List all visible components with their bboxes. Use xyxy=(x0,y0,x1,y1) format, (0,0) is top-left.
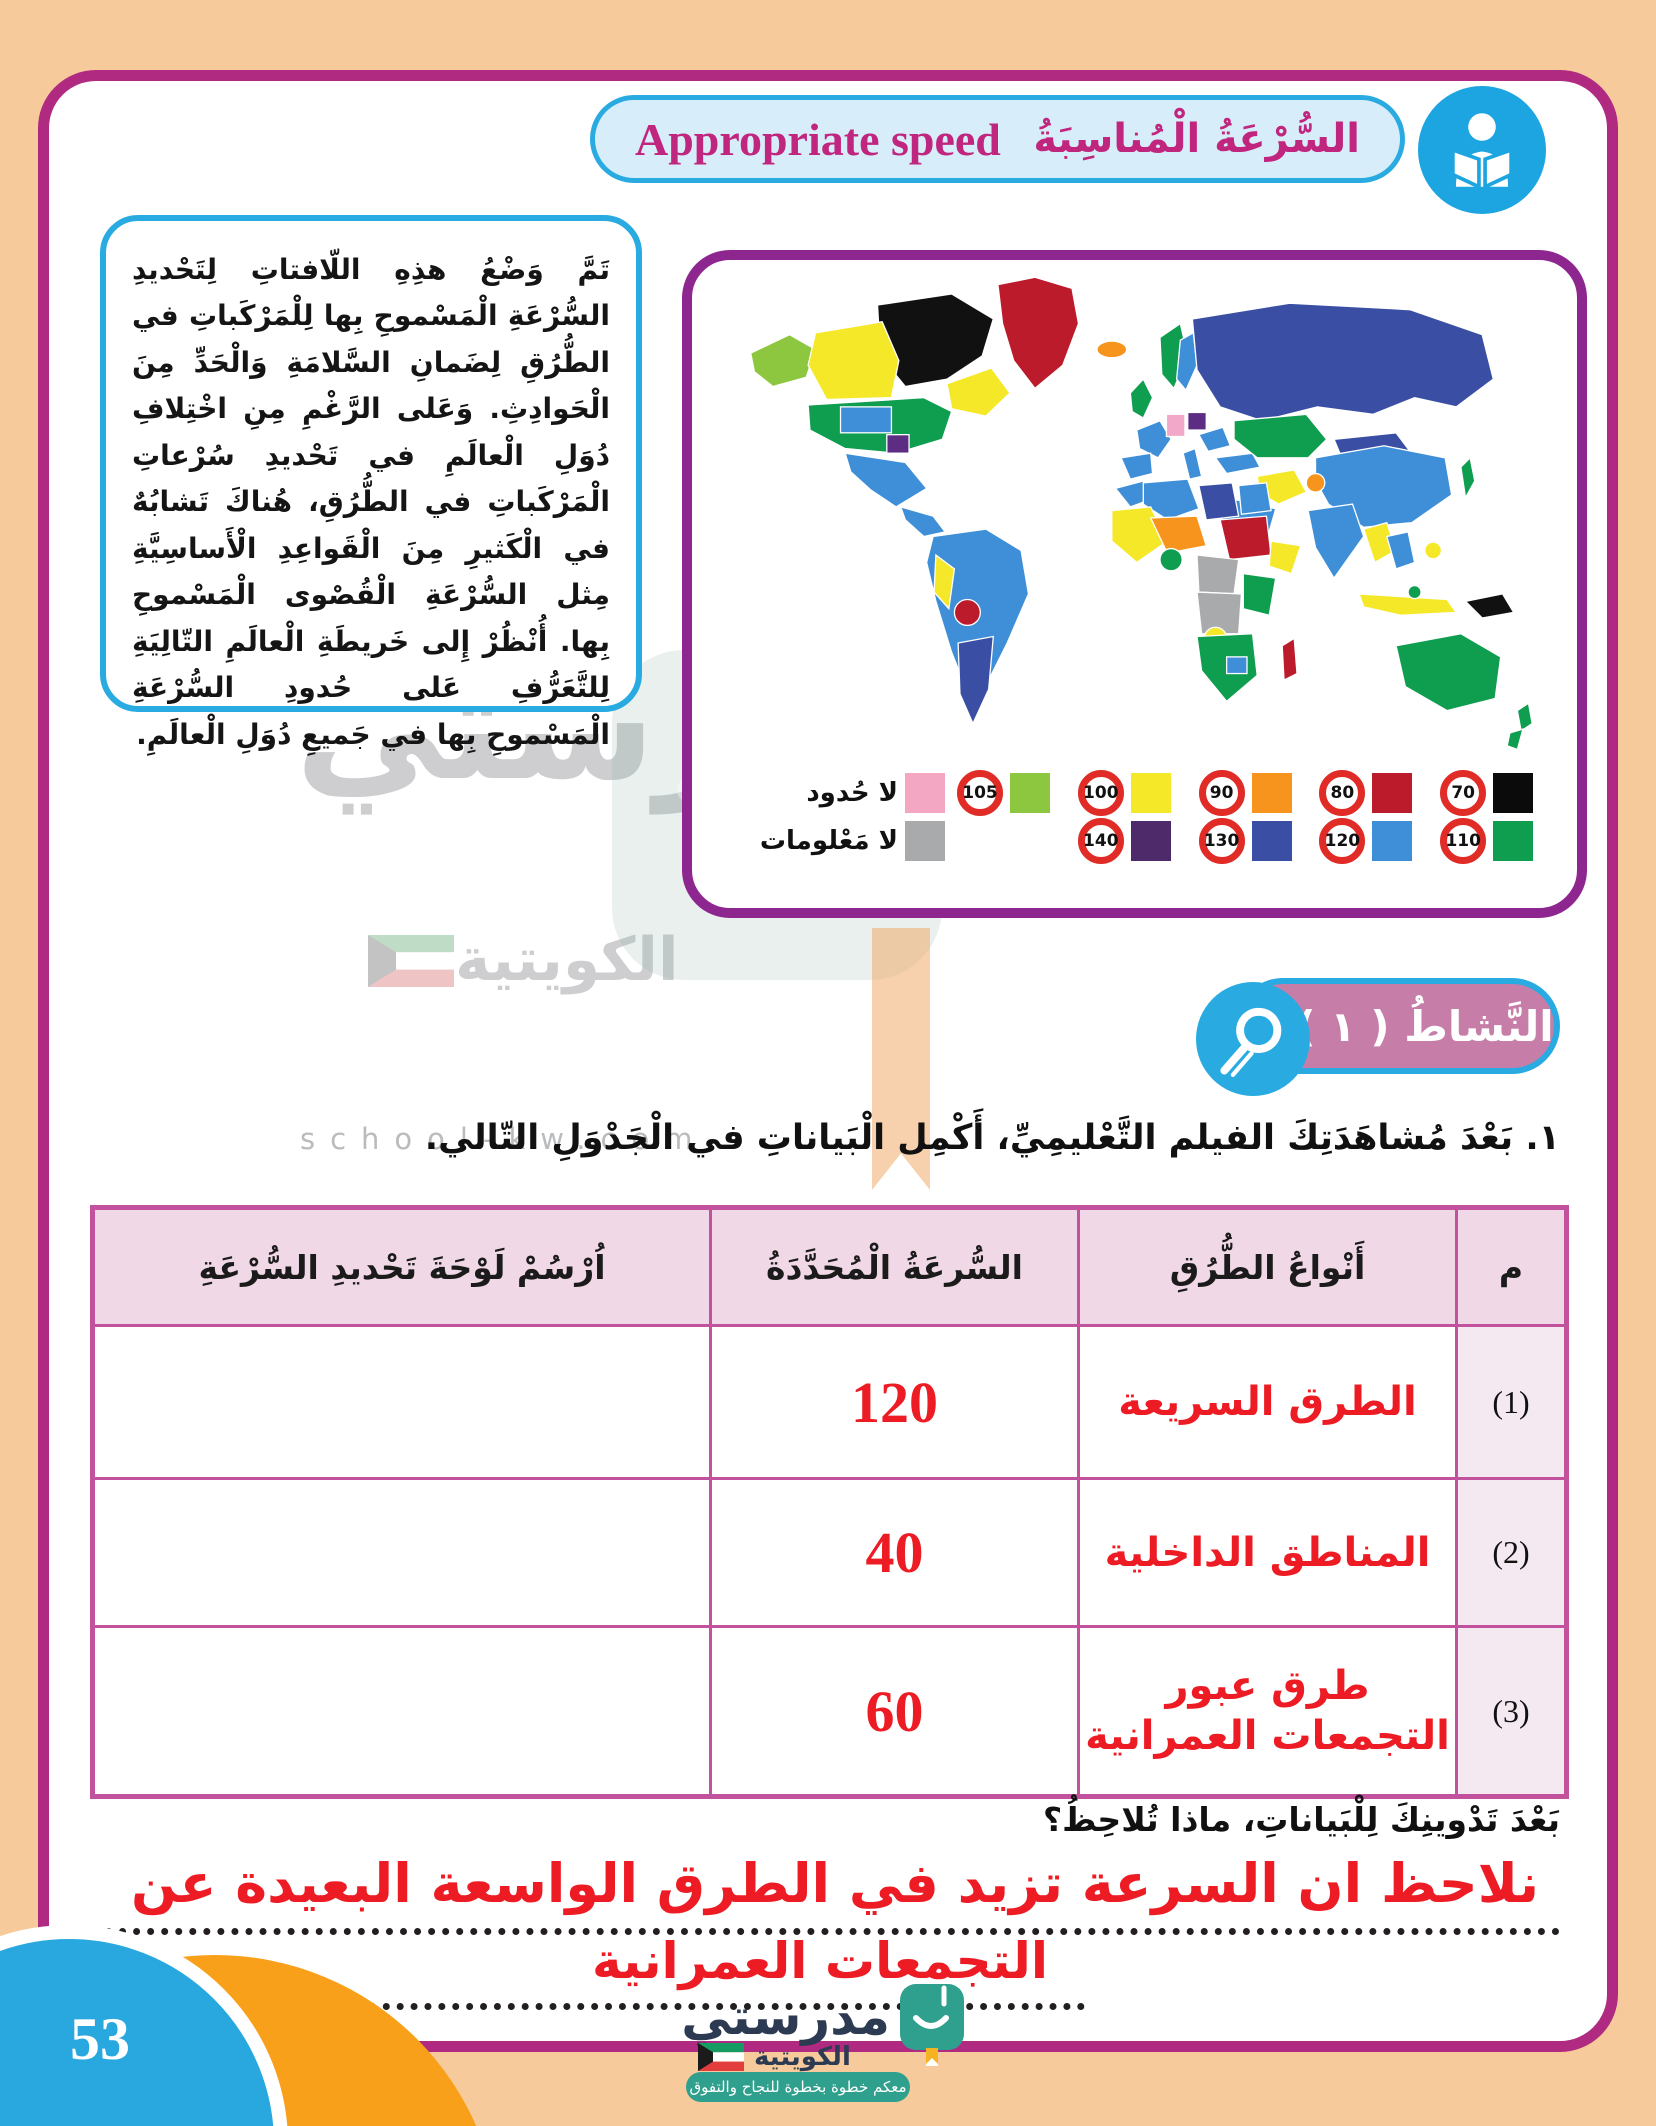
legend-color-swatch xyxy=(1010,773,1050,813)
footer-logo-sub: الكويتية xyxy=(698,2042,851,2072)
footer-logo-sub-text: الكويتية xyxy=(754,2042,851,2072)
map-legend-row-1: لا حُدود 105 100 90 80 70 xyxy=(706,768,1563,816)
legend-spacer xyxy=(957,818,1066,864)
lesson-title-banner: Appropriate speed السُّرْعَةُ الْمُناسِب… xyxy=(590,95,1405,183)
watermark-kuwait-flag-icon xyxy=(368,935,454,991)
speed-sign-70: 70 xyxy=(1440,770,1487,816)
legend-label: لا حُدود xyxy=(806,778,898,808)
header-number: م xyxy=(1455,1206,1568,1327)
table-row: 120 الطرق السريعة (1) xyxy=(91,1324,1568,1480)
map-legend-row-2: لا مَعْلومات 140 130 120 110 xyxy=(706,816,1563,864)
speed-cell: 120 xyxy=(709,1324,1080,1480)
draw-sign-cell[interactable] xyxy=(91,1625,712,1798)
speed-sign-80: 80 xyxy=(1319,770,1366,816)
speed-sign-100: 100 xyxy=(1077,770,1124,816)
table-header-row: اُرْسُمْ لَوْحَةَ تَحْديدِ السُّرْعَةِ ا… xyxy=(91,1206,1568,1327)
world-speed-map xyxy=(749,276,1533,751)
legend-sign-item: 120 xyxy=(1319,818,1428,864)
row-number-cell: (2) xyxy=(1455,1477,1568,1628)
legend-sign-item: 90 xyxy=(1198,770,1308,816)
speed-sign-120: 120 xyxy=(1319,818,1366,864)
legend-color-swatch xyxy=(1251,821,1292,861)
header-draw-sign: اُرْسُمْ لَوْحَةَ تَحْديدِ السُّرْعَةِ xyxy=(91,1206,712,1327)
draw-sign-cell[interactable] xyxy=(91,1324,712,1480)
speed-sign-90: 90 xyxy=(1198,770,1245,816)
legend-color-swatch xyxy=(1372,821,1413,861)
legend-sign-item: 130 xyxy=(1198,818,1308,864)
footer-logo-tagline: معكم خطوة بخطوة للنجاح والتفوق xyxy=(686,2072,910,2102)
row-number-cell: (1) xyxy=(1455,1324,1568,1480)
legend-label-item: لا مَعْلومات xyxy=(720,818,945,864)
answer-line-2[interactable] xyxy=(105,1940,1085,2010)
draw-sign-cell[interactable] xyxy=(91,1477,712,1628)
watermark-sub: الكويتية xyxy=(455,925,679,995)
speed-cell: 40 xyxy=(709,1477,1080,1628)
watermark-bookmark-ribbon xyxy=(872,928,930,1190)
legend-sign-item: 70 xyxy=(1440,770,1549,816)
header-road-types: أَنْواعُ الطُّرُقِ xyxy=(1077,1206,1458,1327)
legend-sign-item: 80 xyxy=(1319,770,1428,816)
row-number-cell: (3) xyxy=(1455,1625,1568,1798)
legend-color-swatch xyxy=(905,821,945,861)
magnifier-icon xyxy=(1196,982,1310,1096)
legend-sign-item: 110 xyxy=(1440,818,1549,864)
road-type-cell: الطرق السريعة xyxy=(1077,1324,1458,1480)
legend-color-swatch xyxy=(1372,773,1413,813)
legend-color-swatch xyxy=(1493,821,1534,861)
answer-text-1: نلاحظ ان السرعة تزيد في الطرق الواسعة ال… xyxy=(131,1852,1539,1915)
speed-sign-110: 110 xyxy=(1440,818,1487,864)
answer-line-1[interactable] xyxy=(105,1862,1560,1935)
lesson-title-arabic: السُّرْعَةُ الْمُناسِبَةُ xyxy=(1033,116,1360,162)
legend-sign-item: 105 xyxy=(957,770,1066,816)
table-row: 60 طرق عبور التجمعات العمرانية (3) xyxy=(91,1625,1568,1798)
footer-logo-brand: مدرستي xyxy=(681,1988,890,2046)
legend-color-swatch xyxy=(905,773,945,813)
instruction-text: ١. بَعْدَ مُشاهَدَتِكَ الفيلم التَّعْليم… xyxy=(424,1118,1560,1158)
legend-sign-item: 140 xyxy=(1077,818,1187,864)
watermark-site: school-kw.com xyxy=(300,1122,708,1156)
road-type-cell: المناطق الداخلية xyxy=(1077,1477,1458,1628)
road-type-cell: طرق عبور التجمعات العمرانية xyxy=(1077,1625,1458,1798)
legend-label: لا مَعْلومات xyxy=(759,826,898,856)
speed-sign-140: 140 xyxy=(1077,818,1124,864)
page-number: 53 xyxy=(70,2006,130,2072)
speed-sign-130: 130 xyxy=(1198,818,1245,864)
legend-color-swatch xyxy=(1130,773,1171,813)
speed-table: اُرْسُمْ لَوْحَةَ تَحْديدِ السُّرْعَةِ ا… xyxy=(90,1205,1569,1799)
intro-text: تَمَّ وَضْعُ هذِهِ اللّافتاتِ لِتَحْديدِ… xyxy=(132,253,610,751)
legend-color-swatch xyxy=(1130,821,1171,861)
footer-logo-icon xyxy=(898,1982,970,2070)
intro-text-box: تَمَّ وَضْعُ هذِهِ اللّافتاتِ لِتَحْديدِ… xyxy=(100,215,642,751)
header-speed: السُّرعَةُ الْمُحَدَّدَةُ xyxy=(709,1206,1080,1327)
reader-icon xyxy=(1418,86,1546,214)
legend-color-swatch xyxy=(1493,773,1534,813)
kuwait-flag-icon xyxy=(698,2043,744,2071)
answer-text-2: التجمعات العمرانية xyxy=(592,1932,1048,1990)
legend-color-swatch xyxy=(1251,773,1292,813)
speed-cell: 60 xyxy=(709,1625,1080,1798)
question-text: بَعْدَ تَدْوينِكَ لِلْبَياناتِ، ماذا تُل… xyxy=(1042,1800,1560,1839)
legend-label-item: لا حُدود xyxy=(720,770,945,816)
legend-sign-item: 100 xyxy=(1077,770,1187,816)
table-row: 40 المناطق الداخلية (2) xyxy=(91,1477,1568,1628)
world-speed-map-box: لا حُدود 105 100 90 80 70 لا مَعْلومات 140 130 1… xyxy=(682,250,1587,918)
activity-label: النَّشاطُ ( ١ ) xyxy=(1296,1001,1554,1051)
speed-sign-105: 105 xyxy=(957,770,1003,816)
lesson-title-english: Appropriate speed xyxy=(635,113,1001,165)
